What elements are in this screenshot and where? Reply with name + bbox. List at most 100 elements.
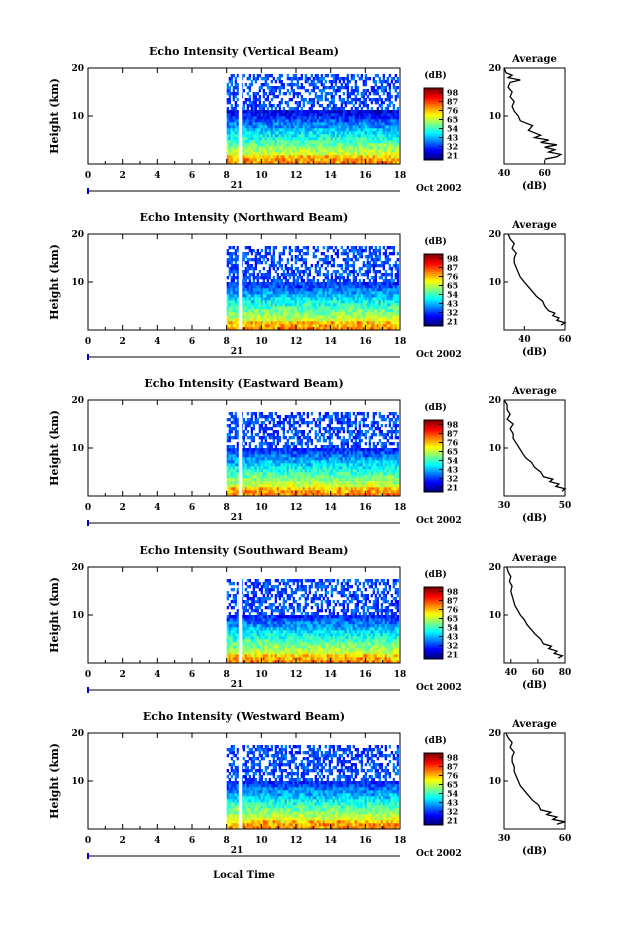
heatmap-cell	[372, 282, 375, 286]
heatmap-cell	[232, 321, 235, 325]
heatmap-cell	[248, 246, 251, 250]
heatmap-cell	[262, 324, 265, 328]
heatmap-cell	[276, 451, 279, 455]
heatmap-cell	[336, 324, 339, 328]
heatmap-cell	[282, 92, 285, 96]
heatmap-cell	[236, 137, 239, 141]
heatmap-cell	[356, 74, 359, 78]
heatmap-cell	[264, 321, 267, 325]
heatmap-cell	[270, 460, 273, 464]
heatmap-cell	[280, 161, 283, 165]
heatmap-cell	[306, 306, 309, 310]
heatmap-cell	[278, 475, 281, 479]
heatmap-cell	[262, 158, 265, 162]
heatmap-cell	[262, 122, 265, 126]
heatmap-cell	[320, 300, 323, 304]
heatmap-cell	[232, 119, 235, 123]
heatmap-cell	[342, 137, 345, 141]
heatmap-cell	[280, 146, 283, 150]
heatmap-cell	[228, 291, 231, 295]
heatmap-cell	[358, 246, 361, 250]
heatmap-cell	[254, 119, 257, 123]
heatmap-cell	[296, 327, 299, 331]
heatmap-cell	[268, 481, 271, 485]
heatmap-cell	[272, 457, 275, 461]
heatmap-cell	[232, 421, 235, 425]
heatmap-cell	[352, 140, 355, 144]
heatmap-cell	[230, 327, 233, 331]
heatmap-cell	[244, 122, 247, 126]
heatmap-cell	[382, 113, 385, 117]
heatmap-cell	[354, 86, 357, 90]
heatmap-cell	[248, 276, 251, 280]
heatmap-cell	[268, 487, 271, 491]
heatmap-cell	[246, 297, 249, 301]
heatmap-cell	[244, 158, 247, 162]
heatmap-cell	[290, 303, 293, 307]
heatmap-cell	[386, 104, 389, 108]
heatmap-cell	[350, 137, 353, 141]
heatmap-cell	[286, 119, 289, 123]
heatmap-cell	[370, 306, 373, 310]
heatmap-cell	[310, 306, 313, 310]
colorbar-strip	[424, 145, 443, 148]
heatmap-cell	[228, 412, 231, 416]
colorbar-strip	[424, 299, 443, 302]
heatmap-cell	[394, 95, 397, 99]
heatmap-cell	[388, 134, 391, 138]
heatmap-cell	[314, 113, 317, 117]
heatmap-cell	[338, 80, 341, 84]
heatmap-cell	[270, 291, 273, 295]
heatmap-cell	[248, 131, 251, 135]
heatmap-cell	[354, 288, 357, 292]
heatmap-cell	[378, 128, 381, 132]
heatmap-cell	[370, 119, 373, 123]
heatmap-cell	[316, 155, 319, 159]
heatmap-cell	[250, 140, 253, 144]
heatmap-cell	[250, 484, 253, 488]
x-tick-label: 4	[154, 337, 160, 347]
heatmap-cell	[324, 315, 327, 319]
heatmap-cell	[326, 134, 329, 138]
heatmap-cell	[316, 282, 319, 286]
heatmap-cell	[324, 113, 327, 117]
heatmap-cell	[320, 125, 323, 129]
heatmap-cell	[234, 297, 237, 301]
panel-2: Echo Intensity (Northward Beam)0 2 4 6 8 10 12…	[48, 211, 571, 360]
heatmap-cell	[330, 258, 333, 262]
heatmap-cell	[274, 291, 277, 295]
heatmap-cell	[244, 125, 247, 129]
heatmap-cell	[358, 140, 361, 144]
heatmap-cell	[270, 143, 273, 147]
heatmap-cell	[270, 261, 273, 265]
heatmap-cell	[234, 101, 237, 105]
heatmap-cell	[344, 264, 347, 268]
heatmap-cell	[296, 155, 299, 159]
heatmap-cell	[358, 125, 361, 129]
heatmap-cell	[306, 249, 309, 253]
heatmap-cell	[350, 300, 353, 304]
heatmap-cell	[338, 273, 341, 277]
heatmap-cell	[304, 134, 307, 138]
heatmap-cell	[256, 149, 259, 153]
heatmap-cell	[336, 110, 339, 114]
heatmap-cell	[326, 300, 329, 304]
heatmap-cell	[284, 442, 287, 446]
heatmap-cell	[286, 122, 289, 126]
heatmap-cell	[348, 288, 351, 292]
colorbar-strip	[424, 124, 443, 127]
heatmap-cell	[354, 291, 357, 295]
heatmap-cell	[356, 92, 359, 96]
heatmap-cell	[280, 466, 283, 470]
colorbar-strip	[424, 315, 443, 318]
heatmap-cell	[262, 466, 265, 470]
heatmap-cell	[260, 424, 263, 428]
heatmap-cell	[300, 119, 303, 123]
heatmap-cell	[394, 315, 397, 319]
heatmap-cell	[288, 252, 291, 256]
heatmap-cell	[264, 463, 267, 467]
heatmap-cell	[280, 291, 283, 295]
heatmap-cell	[248, 493, 251, 497]
heatmap-cell	[370, 303, 373, 307]
heatmap-cell	[228, 484, 231, 488]
